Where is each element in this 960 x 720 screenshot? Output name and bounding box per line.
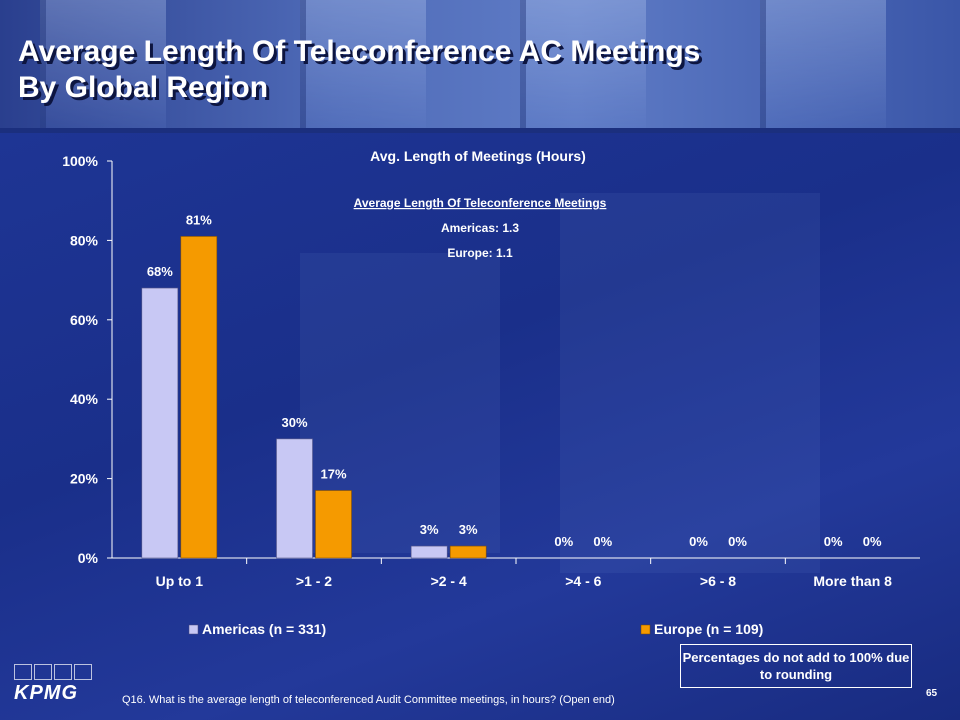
kpmg-logo: KPMG xyxy=(14,664,96,706)
data-label-americas: 0% xyxy=(824,534,843,549)
x-tick-label: >6 - 8 xyxy=(700,573,736,589)
chart-title: Avg. Length of Meetings (Hours) xyxy=(370,148,586,164)
x-tick-label: >1 - 2 xyxy=(296,573,332,589)
rounding-note: Percentages do not add to 100% due to ro… xyxy=(680,644,912,688)
data-label-europe: 0% xyxy=(863,534,882,549)
header-banner: Average Length Of Teleconference AC Meet… xyxy=(0,0,960,133)
bar-americas xyxy=(276,438,313,559)
y-tick-label: 60% xyxy=(70,312,99,328)
x-tick-label: >4 - 6 xyxy=(565,573,601,589)
kpmg-logo-text: KPMG xyxy=(14,682,78,704)
data-label-europe: 0% xyxy=(728,534,747,549)
y-tick-label: 40% xyxy=(70,391,99,407)
header-divider xyxy=(0,128,960,133)
data-label-americas: 68% xyxy=(147,264,173,279)
legend-americas-swatch xyxy=(188,624,199,635)
background-window-pane xyxy=(300,0,426,133)
y-tick-label: 20% xyxy=(70,471,99,487)
x-tick-label: More than 8 xyxy=(813,573,892,589)
rounding-note-text: Percentages do not add to 100% due to ro… xyxy=(682,650,910,682)
bar-americas xyxy=(141,287,179,559)
annotation-americas: Americas: 1.3 xyxy=(441,221,519,235)
annotation-heading: Average Length Of Teleconference Meeting… xyxy=(354,196,607,210)
bar-americas xyxy=(410,545,448,559)
y-tick-label: 100% xyxy=(62,153,98,169)
background-window-pane xyxy=(520,0,646,133)
bar-europe xyxy=(449,545,487,559)
data-label-americas: 0% xyxy=(554,534,573,549)
survey-question-footnote: Q16. What is the average length of telec… xyxy=(122,694,615,706)
data-label-europe: 0% xyxy=(593,534,612,549)
background-window-pane xyxy=(760,0,886,133)
data-label-americas: 0% xyxy=(689,534,708,549)
data-label-europe: 3% xyxy=(459,522,478,537)
legend-americas-label: Americas (n = 331) xyxy=(202,621,326,637)
legend-europe-swatch xyxy=(640,624,651,635)
data-label-americas: 30% xyxy=(281,415,307,430)
y-tick-label: 0% xyxy=(78,550,99,566)
data-label-europe: 17% xyxy=(320,467,346,482)
page-title: Average Length Of Teleconference AC Meet… xyxy=(18,34,700,106)
x-tick-label: Up to 1 xyxy=(156,573,204,589)
background-ghost-shape xyxy=(560,193,820,573)
background-window-pane xyxy=(40,0,166,133)
legend-europe-label: Europe (n = 109) xyxy=(654,621,763,637)
page-title-line1: Average Length Of Teleconference AC Meet… xyxy=(18,35,701,68)
data-label-americas: 3% xyxy=(420,522,439,537)
data-label-europe: 81% xyxy=(186,212,212,227)
kpmg-logo-boxes xyxy=(14,664,92,680)
bar-europe xyxy=(180,236,218,559)
page-title-line2: By Global Region xyxy=(18,71,269,104)
page-number: 65 xyxy=(926,688,938,699)
annotation-europe: Europe: 1.1 xyxy=(447,246,513,260)
y-tick-label: 80% xyxy=(70,232,99,248)
bar-europe xyxy=(315,490,352,559)
x-tick-label: >2 - 4 xyxy=(431,573,467,589)
